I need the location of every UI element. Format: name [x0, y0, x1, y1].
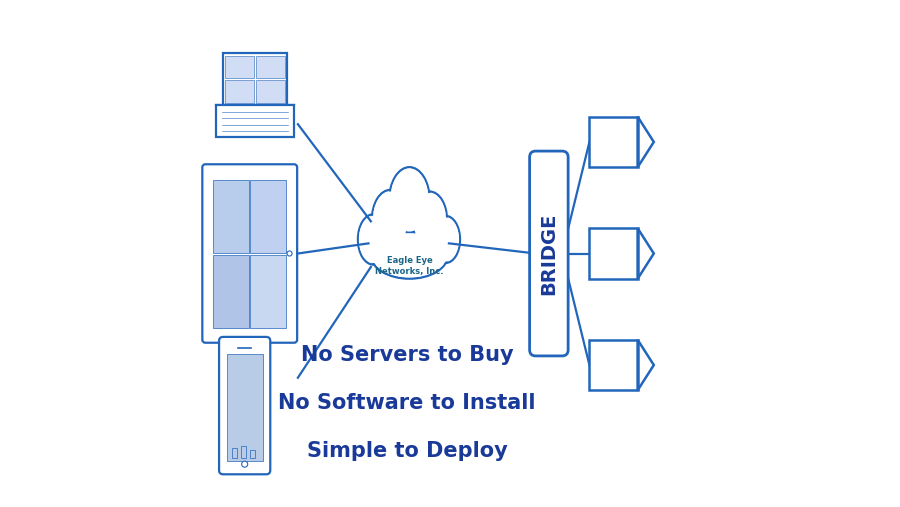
FancyBboxPatch shape: [256, 56, 285, 78]
FancyBboxPatch shape: [225, 80, 254, 103]
FancyBboxPatch shape: [590, 117, 637, 167]
FancyBboxPatch shape: [225, 56, 254, 78]
FancyBboxPatch shape: [222, 53, 287, 105]
Ellipse shape: [432, 218, 459, 262]
Ellipse shape: [413, 193, 446, 246]
Ellipse shape: [358, 214, 389, 265]
Circle shape: [287, 251, 292, 256]
Ellipse shape: [359, 216, 388, 263]
FancyBboxPatch shape: [250, 255, 286, 328]
FancyBboxPatch shape: [202, 164, 297, 343]
FancyBboxPatch shape: [227, 354, 263, 460]
Ellipse shape: [371, 232, 448, 279]
FancyBboxPatch shape: [219, 337, 270, 475]
Circle shape: [241, 461, 248, 467]
FancyBboxPatch shape: [213, 180, 249, 254]
FancyBboxPatch shape: [241, 447, 247, 457]
Ellipse shape: [412, 192, 447, 248]
Ellipse shape: [391, 169, 428, 232]
Ellipse shape: [431, 216, 460, 263]
Text: No Software to Install: No Software to Install: [278, 393, 536, 413]
FancyBboxPatch shape: [213, 255, 249, 328]
FancyBboxPatch shape: [256, 80, 285, 103]
Text: BRIDGE: BRIDGE: [539, 212, 558, 295]
Ellipse shape: [389, 167, 429, 233]
FancyBboxPatch shape: [529, 151, 568, 356]
FancyBboxPatch shape: [215, 105, 294, 137]
Ellipse shape: [372, 233, 447, 277]
Text: Eagle Eye
Networks, Inc.: Eagle Eye Networks, Inc.: [375, 256, 444, 276]
Ellipse shape: [373, 192, 408, 248]
Text: No Servers to Buy: No Servers to Buy: [301, 345, 513, 365]
FancyBboxPatch shape: [590, 228, 637, 279]
Text: Simple to Deploy: Simple to Deploy: [307, 441, 508, 461]
FancyBboxPatch shape: [232, 449, 237, 457]
Ellipse shape: [372, 190, 409, 249]
FancyBboxPatch shape: [590, 340, 637, 390]
FancyBboxPatch shape: [250, 450, 256, 457]
FancyBboxPatch shape: [250, 180, 286, 254]
